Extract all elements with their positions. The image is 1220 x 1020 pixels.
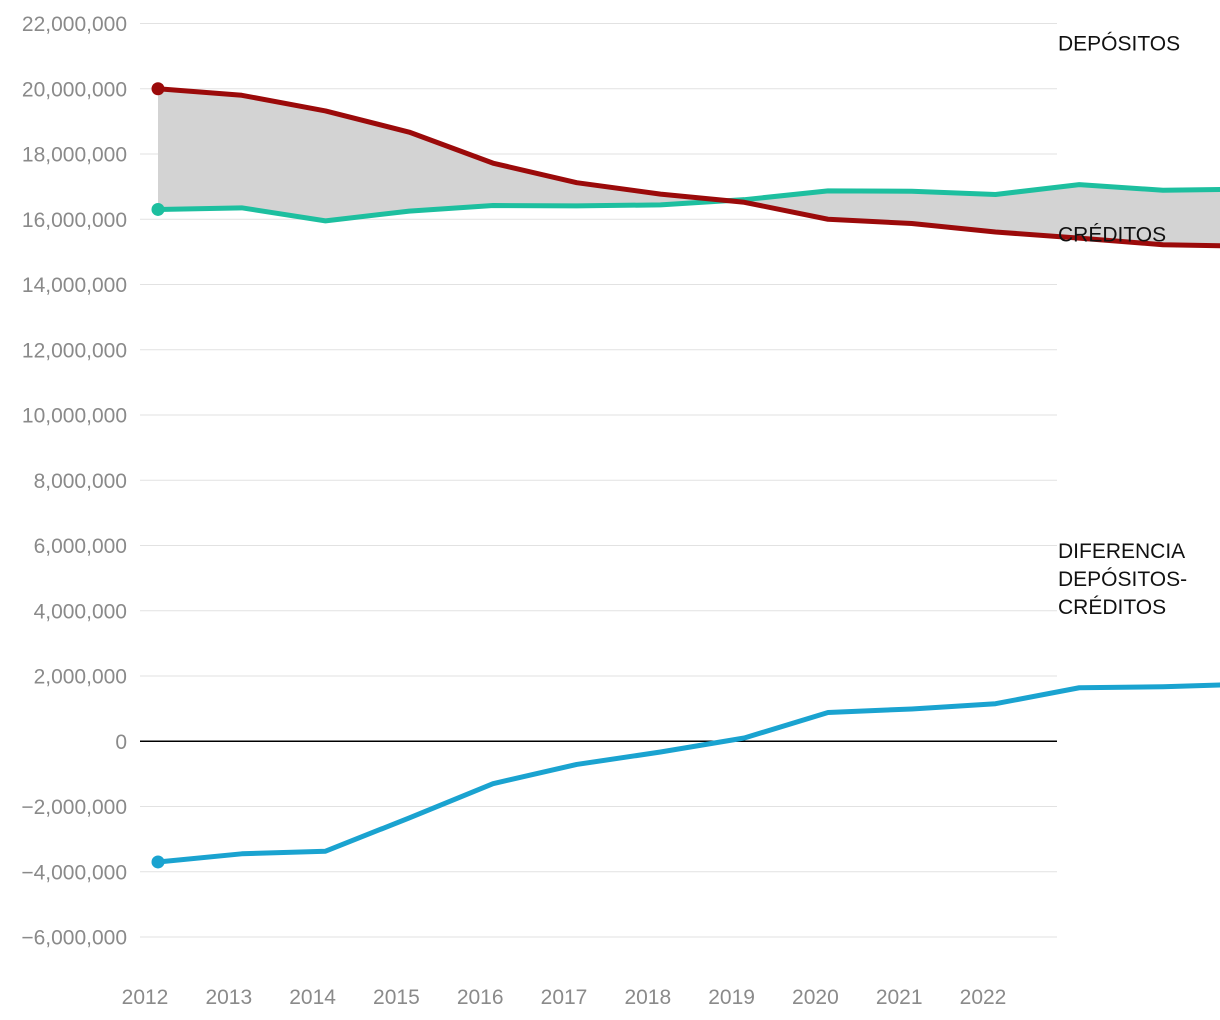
area-layer [158,88,1220,246]
y-axis-ticks: 22,000,000 20,000,000 18,000,000 16,000,000… [21,13,127,950]
start-point-depositos [151,202,165,216]
y-tick-label: 8,000,000 [34,470,127,493]
y-tick-label: 16,000,000 [22,209,127,232]
x-tick-label: 2013 [205,986,252,1009]
x-axis-ticks: 2012 2013 2014 2015 2016 2017 2018 2019 2020 2021… [122,986,1007,1009]
x-tick-label: 2020 [792,986,839,1009]
x-tick-label: 2019 [708,986,755,1009]
series-label-depositos: DEPÓSITOS [1058,33,1180,56]
x-tick-label: 2022 [960,986,1007,1009]
y-tick-label: 0 [115,731,127,754]
series-layer [151,82,1220,869]
series-label-diferencia-depositos-creditos: CRÉDITOS [1058,596,1166,619]
x-tick-label: 2017 [541,986,588,1009]
y-tick-label: 20,000,000 [22,78,127,101]
y-tick-label: −6,000,000 [21,927,127,950]
series-line-creditos [155,86,1220,249]
y-tick-label: 4,000,000 [34,600,127,623]
series-line-diferencia-depositos-creditos [155,682,1220,865]
y-tick-label: −2,000,000 [21,796,127,819]
x-tick-label: 2016 [457,986,504,1009]
y-tick-label: 18,000,000 [22,144,127,167]
series-line-depositos [155,182,1220,224]
y-tick-label: 10,000,000 [22,405,127,428]
y-tick-label: 14,000,000 [22,274,127,297]
y-tick-label: 22,000,000 [22,13,127,36]
spread-area [158,88,1220,246]
start-point-diferencia-depositos-creditos [151,855,165,869]
x-tick-label: 2012 [122,986,169,1009]
series-label-creditos: CRÉDITOS [1058,223,1166,246]
x-tick-label: 2018 [624,986,671,1009]
series-label-diferencia-depositos-creditos: DEPÓSITOS- [1058,568,1187,591]
x-tick-label: 2015 [373,986,420,1009]
start-point-creditos [151,82,165,96]
x-tick-label: 2021 [876,986,923,1009]
y-tick-label: 2,000,000 [34,666,127,689]
y-tick-label: 6,000,000 [34,535,127,558]
y-tick-label: 12,000,000 [22,339,127,362]
x-tick-label: 2014 [289,986,336,1009]
series-labels: DEPÓSITOS CRÉDITOS DIFERENCIA DEPÓSITOS- CRÉ… [1058,33,1187,619]
y-tick-label: −4,000,000 [21,861,127,884]
series-label-diferencia-depositos-creditos: DIFERENCIA [1058,540,1185,563]
grid-layer [140,23,1057,938]
